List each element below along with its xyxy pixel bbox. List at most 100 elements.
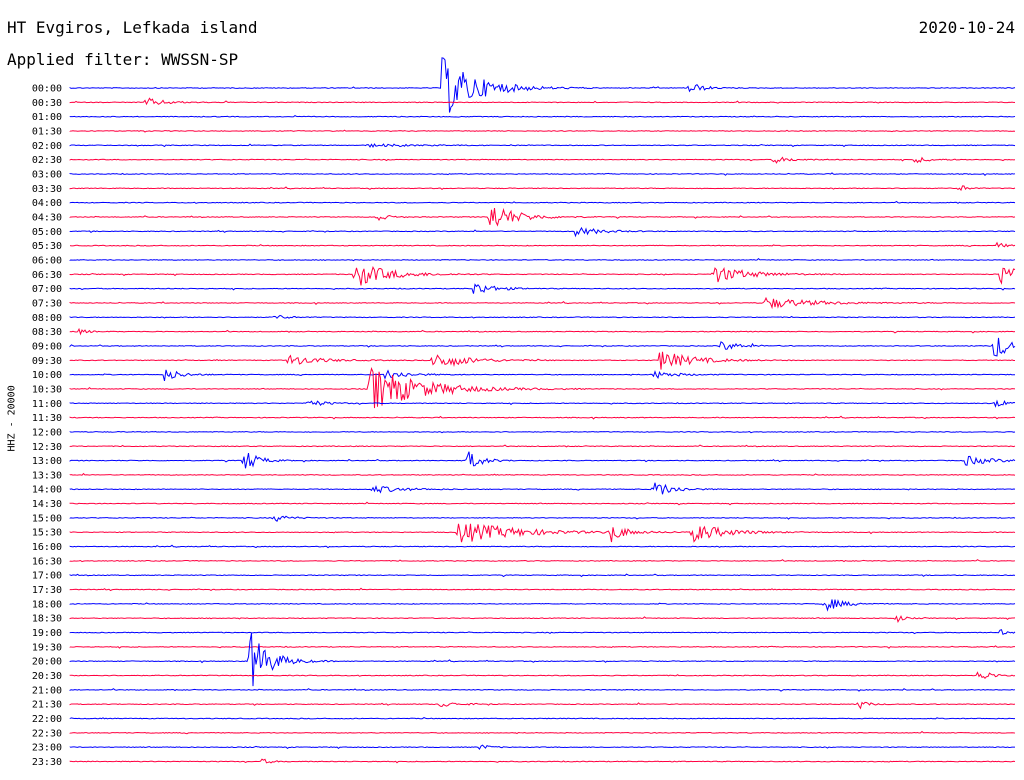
trace-2100 (69, 688, 1016, 692)
trace-1200 (69, 430, 1016, 434)
trace-1530 (69, 523, 1016, 543)
tick-label-2030: 20:30 (32, 671, 62, 682)
trace-0530 (69, 241, 1016, 248)
trace-0500 (69, 226, 1016, 238)
trace-1900 (69, 629, 1016, 636)
tick-label-2100: 21:00 (32, 685, 62, 696)
trace-0700 (69, 283, 1016, 294)
date-label: 2020-10-24 (918, 18, 1015, 37)
tick-label-0530: 05:30 (32, 241, 62, 252)
trace-2230 (69, 730, 1016, 735)
tick-label-1900: 19:00 (32, 628, 62, 639)
tick-label-0700: 07:00 (32, 284, 62, 295)
trace-2000 (69, 632, 1016, 687)
trace-0000 (69, 57, 1016, 113)
station-title: HT Evgiros, Lefkada island (7, 18, 258, 37)
trace-0830 (69, 327, 1016, 336)
tick-label-0930: 09:30 (32, 356, 62, 367)
tick-label-1530: 15:30 (32, 528, 62, 539)
tick-label-0130: 01:30 (32, 126, 62, 137)
tick-label-1500: 15:00 (32, 513, 62, 524)
trace-0100 (69, 114, 1016, 118)
trace-2200 (69, 717, 1016, 720)
tick-label-0830: 08:30 (32, 327, 62, 338)
tick-label-1430: 14:30 (32, 499, 62, 510)
tick-label-1830: 18:30 (32, 614, 62, 625)
tick-label-1200: 12:00 (32, 427, 62, 438)
trace-0600 (69, 257, 1016, 262)
trace-1500 (69, 515, 1016, 522)
trace-2030 (69, 671, 1016, 680)
tick-label-1730: 17:30 (32, 585, 62, 596)
trace-2330 (69, 758, 1016, 764)
tick-label-2200: 22:00 (32, 714, 62, 725)
trace-0400 (69, 200, 1016, 204)
tick-label-2300: 23:00 (32, 743, 62, 754)
tick-label-0500: 05:00 (32, 227, 62, 238)
tick-label-1400: 14:00 (32, 485, 62, 496)
trace-1230 (69, 444, 1016, 448)
trace-1030 (69, 366, 1016, 409)
time-tick-labels: 00:00 00:30 01:00 01:30 02:00 02:30 03:00 03:30… (32, 84, 62, 769)
tick-label-2230: 22:30 (32, 728, 62, 739)
trace-0730 (69, 296, 1016, 310)
trace-1730 (69, 587, 1016, 592)
tick-label-1130: 11:30 (32, 413, 62, 424)
trace-0200 (69, 143, 1016, 148)
tick-label-2000: 20:00 (32, 657, 62, 668)
trace-1600 (69, 544, 1016, 549)
trace-0130 (69, 129, 1016, 133)
trace-1330 (69, 472, 1016, 476)
tick-label-1630: 16:30 (32, 556, 62, 567)
tick-label-0800: 08:00 (32, 313, 62, 324)
seismic-traces (69, 57, 1016, 764)
trace-0800 (69, 314, 1016, 319)
tick-label-0030: 00:30 (32, 98, 62, 109)
tick-label-2130: 21:30 (32, 700, 62, 711)
tick-label-1100: 11:00 (32, 399, 62, 410)
trace-0630 (69, 266, 1016, 286)
tick-label-1300: 13:00 (32, 456, 62, 467)
tick-label-0600: 06:00 (32, 255, 62, 266)
tick-label-1930: 19:30 (32, 642, 62, 653)
trace-1630 (69, 559, 1016, 563)
tick-label-0900: 09:00 (32, 341, 62, 352)
trace-1430 (69, 501, 1016, 506)
tick-label-0400: 04:00 (32, 198, 62, 209)
tick-label-0630: 06:30 (32, 270, 62, 281)
trace-1400 (69, 482, 1016, 495)
tick-label-0330: 03:30 (32, 184, 62, 195)
trace-1100 (69, 399, 1016, 408)
trace-1800 (69, 599, 1016, 612)
trace-0230 (69, 156, 1016, 164)
tick-label-0300: 03:00 (32, 169, 62, 180)
tick-label-0430: 04:30 (32, 212, 62, 223)
trace-0900 (69, 337, 1016, 357)
tick-label-1000: 10:00 (32, 370, 62, 381)
trace-0300 (69, 172, 1016, 176)
tick-label-0000: 00:00 (32, 84, 62, 95)
tick-label-0200: 02:00 (32, 141, 62, 152)
trace-1830 (69, 615, 1016, 624)
trace-2130 (69, 701, 1016, 710)
tick-label-1330: 13:30 (32, 470, 62, 481)
trace-1700 (69, 573, 1016, 578)
trace-1000 (69, 369, 1015, 382)
trace-1930 (69, 645, 1016, 649)
tick-label-0100: 01:00 (32, 112, 62, 123)
tick-label-1800: 18:00 (32, 599, 62, 610)
trace-1130 (69, 415, 1016, 420)
trace-0930 (69, 351, 1016, 370)
trace-0330 (69, 185, 1016, 192)
tick-label-1700: 17:00 (32, 571, 62, 582)
trace-2300 (69, 744, 1016, 751)
trace-1300 (69, 451, 1016, 469)
tick-label-1030: 10:30 (32, 384, 62, 395)
tick-label-1600: 16:00 (32, 542, 62, 553)
tick-label-0730: 07:30 (32, 298, 62, 309)
tick-label-1230: 12:30 (32, 442, 62, 453)
filter-label: Applied filter: WWSSN-SP (7, 50, 239, 69)
tick-label-0230: 02:30 (32, 155, 62, 166)
tick-label-2330: 23:30 (32, 757, 62, 768)
